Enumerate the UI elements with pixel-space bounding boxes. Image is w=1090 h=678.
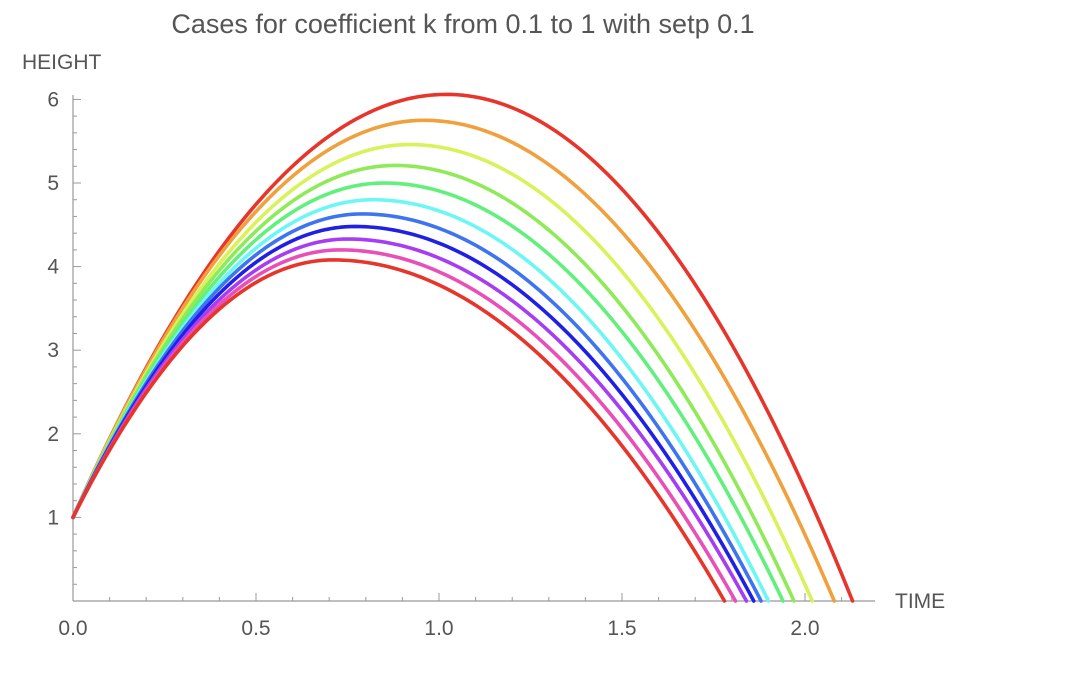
series-line-11 <box>71 258 727 603</box>
x-tick-label: 2.0 <box>790 617 819 640</box>
y-tick-label: 5 <box>47 172 59 195</box>
series-curves <box>71 92 855 603</box>
x-tick-label: 1.5 <box>607 617 636 640</box>
x-tick-label: 0.5 <box>241 617 270 640</box>
x-tick-label: 0.0 <box>58 617 87 640</box>
y-tick-label: 4 <box>47 256 59 279</box>
axis-ticks: 0.0 0.5 1.0 1.5 2.0 1 2 3 4 5 6 <box>47 88 843 640</box>
series-line-5 <box>71 181 785 603</box>
series-line-8 <box>71 224 756 603</box>
y-tick-label: 1 <box>47 506 59 529</box>
y-tick-label: 2 <box>47 423 59 446</box>
chart-title: Cases for coefficient k from 0.1 to 1 wi… <box>171 9 754 39</box>
series-line-1 <box>71 92 855 603</box>
series-line-3 <box>71 142 815 603</box>
series-line-4 <box>71 163 796 603</box>
x-axis-title: TIME <box>895 590 945 613</box>
series-line-2 <box>71 118 837 603</box>
y-tick-label: 3 <box>47 339 59 362</box>
y-tick-label: 6 <box>47 88 59 111</box>
series-line-7 <box>71 212 763 603</box>
series-line-10 <box>71 248 738 603</box>
series-line-6 <box>71 197 771 603</box>
series-line-9 <box>71 237 749 603</box>
x-tick-label: 1.0 <box>424 617 453 640</box>
y-axis-title: HEIGHT <box>22 51 102 74</box>
